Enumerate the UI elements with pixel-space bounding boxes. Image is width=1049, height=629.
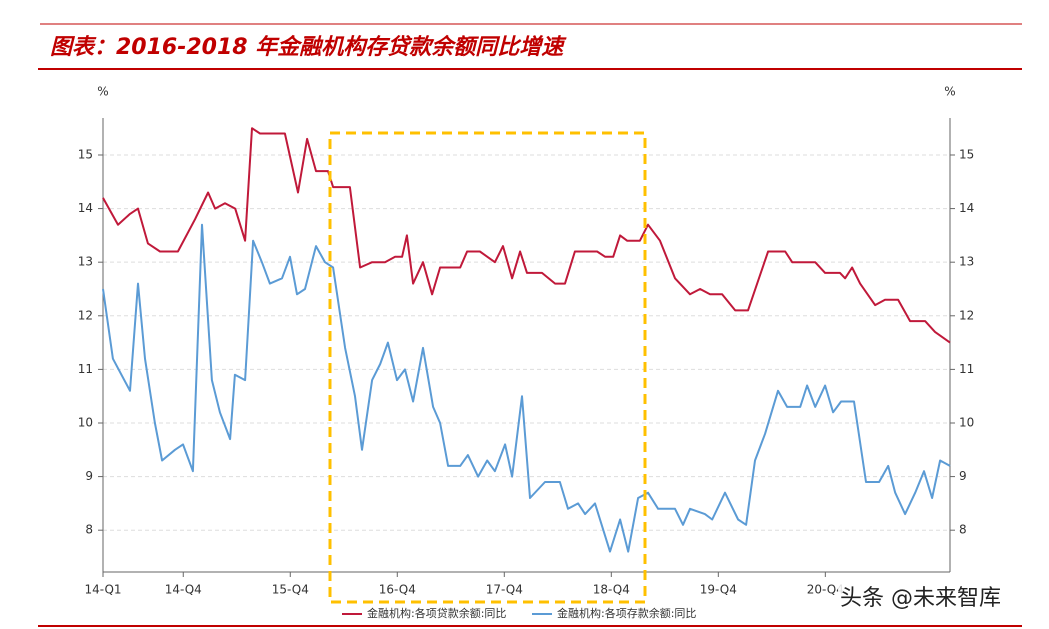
line-series <box>102 127 951 344</box>
chart-title: 图表：2016-2018 年金融机构存贷款余额同比增速 <box>50 34 567 60</box>
legend-label: 金融机构:各项贷款余额:同比 <box>367 606 506 620</box>
x-tick-label: 14-Q1 <box>84 583 121 597</box>
y-tick-label: 8 <box>85 523 93 537</box>
y-tick-label: 13 <box>78 255 93 269</box>
y-unit: % <box>97 85 108 99</box>
x-tick-label: 16-Q4 <box>379 583 416 597</box>
watermark-bg <box>838 582 1038 614</box>
y2-tick-label: 11 <box>959 362 974 376</box>
x-tick-label: 18-Q4 <box>593 583 630 597</box>
y2-tick-label: 8 <box>959 523 967 537</box>
line-series <box>102 223 951 553</box>
y-tick-label: 11 <box>78 362 93 376</box>
x-tick-label: 19-Q4 <box>700 583 737 597</box>
y-tick-label: 10 <box>78 415 93 429</box>
watermark: 头条 @未来智库 <box>840 586 1001 611</box>
y2-tick-label: 12 <box>959 308 974 322</box>
y2-tick-label: 14 <box>959 201 974 215</box>
y-tick-label: 15 <box>78 147 93 161</box>
x-tick-label: 15-Q4 <box>272 583 309 597</box>
x-tick-label: 14-Q4 <box>165 583 202 597</box>
y2-tick-label: 15 <box>959 147 974 161</box>
y2-unit: % <box>944 85 955 99</box>
y2-tick-label: 13 <box>959 255 974 269</box>
legend-label: 金融机构:各项存款余额:同比 <box>557 606 696 620</box>
x-tick-label: 20-Q4 <box>807 583 844 597</box>
y-tick-label: 9 <box>85 469 93 483</box>
highlight-box <box>328 131 647 604</box>
y-tick-label: 12 <box>78 308 93 322</box>
y-tick-label: 14 <box>78 201 93 215</box>
y2-tick-label: 10 <box>959 415 974 429</box>
x-tick-label: 17-Q4 <box>486 583 523 597</box>
y2-tick-label: 9 <box>959 469 967 483</box>
